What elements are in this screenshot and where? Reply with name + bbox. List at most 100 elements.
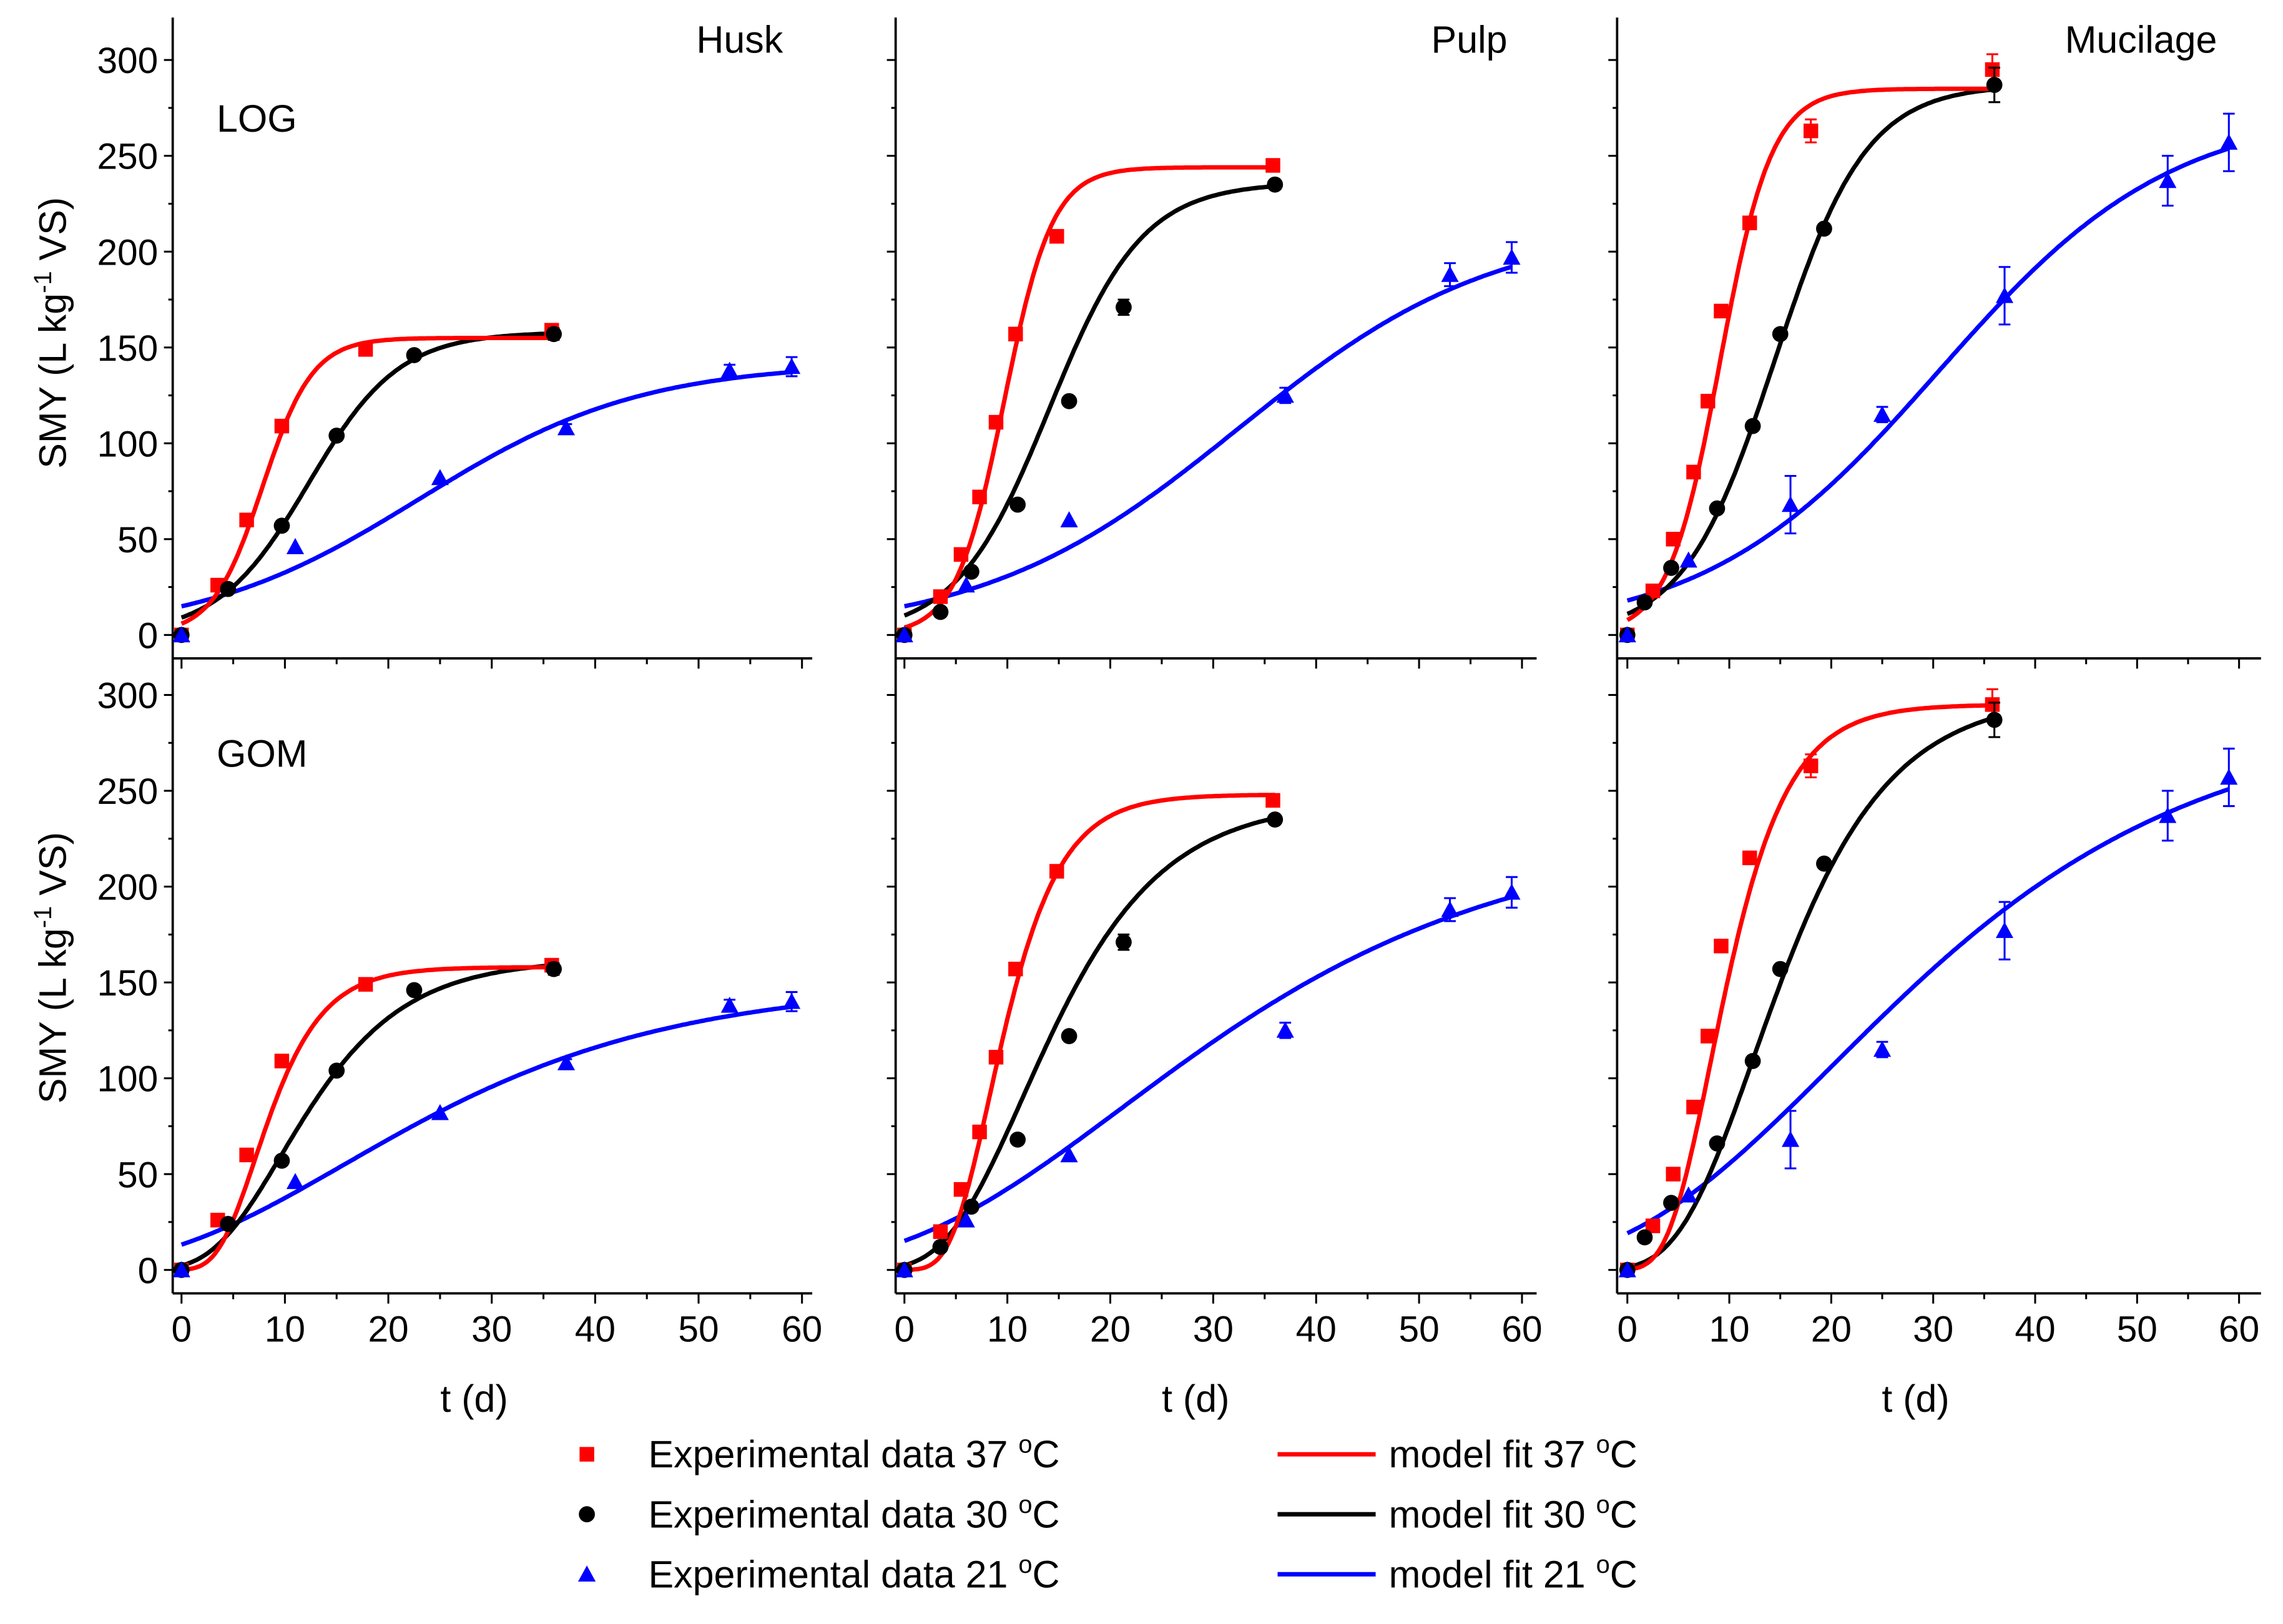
x-tick-label: 0 <box>894 1309 915 1350</box>
x-tick-label: 10 <box>265 1309 305 1350</box>
data-point-21c <box>431 1103 449 1120</box>
data-point-30c <box>1636 594 1653 611</box>
legend-square-icon <box>579 1447 594 1462</box>
data-point-37c <box>358 342 373 357</box>
data-point-37c <box>1049 864 1064 879</box>
data-point-30c <box>1267 176 1284 193</box>
data-point-21c <box>557 1054 576 1070</box>
model-fit-21c <box>1626 146 2230 603</box>
data-point-37c <box>1985 62 2000 77</box>
y-label-sup: -1 <box>29 271 57 293</box>
data-point-30c <box>1061 1028 1078 1044</box>
data-point-21c <box>1679 551 1697 568</box>
data-point-30c <box>220 1216 237 1232</box>
data-point-37c <box>1701 1029 1716 1044</box>
data-point-21c <box>1781 496 1800 512</box>
panel-log-husk: 0 50 100 150 200 250 300 Husk LOG SMY (L kg-1 VS) <box>29 17 813 669</box>
x-tick-label: 60 <box>782 1309 822 1350</box>
y-tick-label: 0 <box>138 615 159 656</box>
legend-entry: Experimental data 37 oC <box>579 1431 1060 1475</box>
model-label-gom: GOM <box>217 732 308 775</box>
data-point-30c <box>1663 1195 1679 1211</box>
legend-entry: model fit 30 oC <box>1277 1491 1637 1535</box>
model-fit-37c <box>1626 86 1995 622</box>
data-point-30c <box>220 580 237 597</box>
panel-gom-husk: 0 50 100 150 200 250 300 0 10 20 30 40 50 60 t (d) GOM S… <box>29 658 822 1420</box>
panel-gom-pulp: 0 10 20 30 40 50 60 t (d) <box>886 658 1543 1420</box>
data-point-30c <box>1116 934 1132 951</box>
legend: Experimental data 37 oC Experimental data… <box>578 1431 1637 1595</box>
data-point-30c <box>963 1198 979 1215</box>
x-tick-label: 40 <box>1296 1309 1337 1350</box>
data-point-21c <box>1503 883 1521 900</box>
data-point-30c <box>328 428 345 444</box>
x-axis-label: t (d) <box>1882 1377 1949 1420</box>
data-point-21c <box>1995 922 2014 938</box>
data-point-30c <box>932 604 949 620</box>
legend-sup: o <box>1596 1491 1610 1519</box>
data-point-37c <box>953 1182 969 1197</box>
y-tick-label: 200 <box>97 232 158 273</box>
model-fit-21c <box>180 1004 792 1247</box>
data-point-21c <box>2220 768 2238 785</box>
legend-sup: o <box>1018 1491 1032 1519</box>
data-point-37c <box>1265 793 1280 808</box>
data-point-21c <box>2159 806 2177 823</box>
model-fit-37c <box>904 793 1275 1273</box>
model-fit-21c <box>180 369 792 609</box>
legend-unit: C <box>1610 1433 1637 1475</box>
data-point-21c <box>895 626 913 643</box>
data-point-37c <box>1985 697 2000 712</box>
data-point-21c <box>2159 172 2177 188</box>
x-tick-label: 10 <box>1709 1309 1749 1350</box>
x-tick-label: 40 <box>2015 1309 2055 1350</box>
data-point-21c <box>1441 265 1459 282</box>
data-point-37c <box>1265 158 1280 173</box>
x-tick-label: 40 <box>575 1309 616 1350</box>
legend-sup: o <box>1596 1431 1610 1459</box>
legend-label: model fit 30 oC <box>1389 1491 1637 1535</box>
y-label-text: SMY (L kg <box>32 293 74 469</box>
data-point-21c <box>2220 134 2238 150</box>
panel-title-husk: Husk <box>696 18 783 61</box>
data-point-21c <box>1781 1130 1800 1147</box>
data-point-21c <box>1441 901 1459 917</box>
data-point-30c <box>328 1062 345 1079</box>
x-tick-label: 60 <box>2219 1309 2259 1350</box>
data-point-30c <box>1009 496 1026 513</box>
data-point-30c <box>1709 500 1726 517</box>
data-point-30c <box>1744 418 1761 434</box>
x-tick-label: 30 <box>471 1309 512 1350</box>
data-point-37c <box>988 414 1004 430</box>
x-tick-label: 60 <box>1501 1309 1542 1350</box>
panel-log-mucilage: Mucilage <box>1608 17 2261 669</box>
y-label-text: SMY (L kg <box>32 928 74 1103</box>
data-point-21c <box>720 996 739 1013</box>
x-tick-label: 50 <box>678 1309 719 1350</box>
data-point-21c <box>1060 1146 1078 1163</box>
data-point-30c <box>1816 855 1832 872</box>
data-point-37c <box>972 489 987 504</box>
y-axis-label: SMY (L kg-1 VS) <box>29 832 74 1103</box>
y-tick-label: 250 <box>97 771 158 812</box>
data-point-37c <box>239 512 254 527</box>
data-point-37c <box>274 418 290 434</box>
model-fit-37c <box>1627 703 1995 1272</box>
data-point-30c <box>406 982 423 999</box>
data-point-21c <box>286 538 305 554</box>
legend-unit: C <box>1610 1553 1637 1595</box>
legend-unit: C <box>1610 1493 1637 1535</box>
legend-sup: o <box>1018 1431 1032 1459</box>
data-point-30c <box>546 961 562 977</box>
legend-text: Experimental data 21 <box>649 1553 1019 1595</box>
legend-unit: C <box>1033 1493 1060 1535</box>
data-point-37c <box>1666 532 1681 547</box>
data-point-30c <box>1816 220 1832 237</box>
data-point-30c <box>1744 1053 1761 1069</box>
model-fit-30c <box>180 331 554 620</box>
data-point-30c <box>963 564 979 580</box>
data-point-21c <box>1060 511 1078 527</box>
data-point-21c <box>431 469 449 486</box>
data-point-21c <box>172 626 190 643</box>
model-fit-30c <box>903 816 1276 1268</box>
